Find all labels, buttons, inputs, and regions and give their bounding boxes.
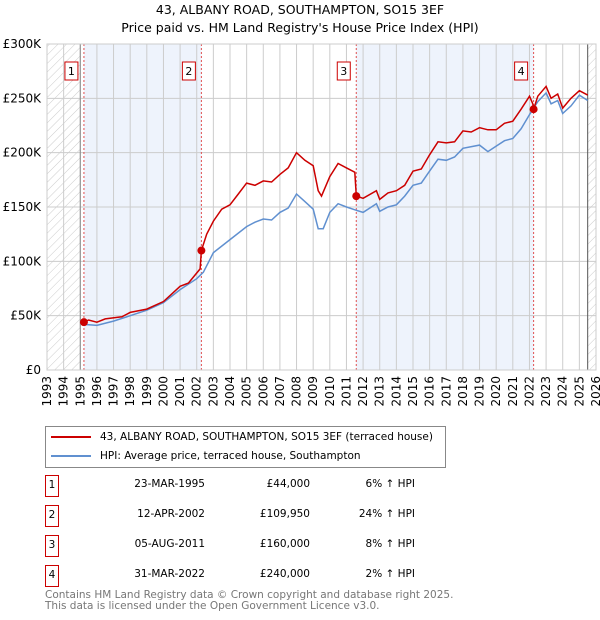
legend: 43, ALBANY ROAD, SOUTHAMPTON, SO15 3EF (… [45, 426, 446, 468]
legend-label: 43, ALBANY ROAD, SOUTHAMPTON, SO15 3EF (… [100, 431, 433, 443]
legend-swatch-red [51, 436, 91, 438]
x-tick-label: 1994 [57, 376, 71, 407]
x-tick-label: 1996 [90, 376, 104, 407]
sale-label-number: 2 [185, 65, 192, 78]
sale-label-number: 3 [340, 65, 347, 78]
sale-label-box [514, 61, 529, 81]
x-tick-label: 1999 [140, 376, 154, 407]
plot-border [46, 43, 597, 371]
x-tick-label: 2022 [522, 376, 536, 407]
x-tick-label: 2005 [240, 376, 254, 407]
x-tick-label: 1993 [40, 376, 54, 407]
x-tick-label: 2013 [373, 376, 387, 407]
x-tick-label: 2020 [489, 376, 503, 407]
x-tick-label: 2023 [539, 376, 553, 407]
x-tick-label: 2025 [572, 376, 586, 407]
x-tick-label: 2011 [339, 376, 353, 407]
x-tick-label: 1997 [107, 376, 121, 407]
table-row: 4 31-MAR-2022 £240,000 2% ↑ HPI [45, 565, 465, 587]
sale-point [529, 105, 538, 114]
sale-hpi-diff: 8% ↑ HPI [365, 538, 415, 550]
x-tick-label: 2001 [173, 376, 187, 407]
hpi-line [83, 91, 589, 327]
table-row: 3 05-AUG-2011 £160,000 8% ↑ HPI [45, 535, 465, 557]
x-tick-label: 2017 [439, 376, 453, 407]
sale-date: 31-MAR-2022 [134, 568, 205, 580]
footer-copyright: Contains HM Land Registry data © Crown c… [45, 589, 454, 601]
y-tick-label: £0 [26, 363, 41, 377]
x-tick-label: 2015 [406, 376, 420, 407]
table-row: 1 23-MAR-1995 £44,000 6% ↑ HPI [45, 475, 465, 497]
x-tick-label: 2002 [190, 376, 204, 407]
table-row: 2 12-APR-2002 £109,950 24% ↑ HPI [45, 505, 465, 527]
sale-price: £160,000 [259, 538, 310, 550]
chart-subtitle: Price paid vs. HM Land Registry's House … [121, 20, 479, 35]
sale-price: £44,000 [266, 478, 310, 490]
sale-point [197, 246, 206, 255]
sale-label-number: 1 [68, 65, 75, 78]
x-tick-label: 2026 [589, 376, 600, 407]
y-tick-label: £200K [3, 146, 43, 160]
x-tick-label: 2016 [423, 376, 437, 407]
property-price-line [83, 84, 589, 323]
y-tick-label: £100K [3, 254, 43, 268]
sale-label-box [64, 61, 79, 81]
sale-point [79, 318, 88, 327]
x-tick-label: 2003 [206, 376, 220, 407]
y-tick-label: £250K [3, 91, 43, 105]
y-tick-label: £50K [10, 309, 42, 323]
legend-item-property: 43, ALBANY ROAD, SOUTHAMPTON, SO15 3EF (… [51, 431, 433, 443]
x-tick-label: 2004 [223, 376, 237, 407]
x-tick-label: 2007 [273, 376, 287, 407]
sale-date: 05-AUG-2011 [134, 538, 205, 550]
x-tick-label: 2018 [456, 376, 470, 407]
sale-label-box [336, 61, 351, 81]
sale-marker-number: 1 [45, 475, 59, 497]
sale-label-number: 4 [518, 65, 525, 78]
sale-price: £109,950 [259, 508, 310, 520]
x-tick-label: 1995 [73, 376, 87, 407]
x-tick-label: 2021 [506, 376, 520, 407]
sale-marker-number: 3 [45, 535, 59, 557]
x-tick-label: 2024 [556, 376, 570, 407]
x-tick-label: 2000 [156, 376, 170, 407]
x-tick-label: 2009 [306, 376, 320, 407]
legend-label: HPI: Average price, terraced house, Sout… [100, 450, 361, 462]
sale-hpi-diff: 24% ↑ HPI [358, 508, 415, 520]
sale-price: £240,000 [259, 568, 310, 580]
sale-hpi-diff: 6% ↑ HPI [365, 478, 415, 490]
x-tick-label: 2008 [290, 376, 304, 407]
sale-label-box [181, 61, 196, 81]
x-tick-label: 2019 [473, 376, 487, 407]
legend-swatch-blue [51, 455, 91, 457]
sale-marker-number: 2 [45, 505, 59, 527]
sale-hpi-diff: 2% ↑ HPI [365, 568, 415, 580]
x-tick-label: 2010 [323, 376, 337, 407]
sale-marker-number: 4 [45, 565, 59, 587]
sale-point [352, 192, 361, 201]
x-tick-label: 2006 [256, 376, 270, 407]
y-tick-label: £300K [3, 37, 43, 51]
chart-title: 43, ALBANY ROAD, SOUTHAMPTON, SO15 3EF [155, 2, 445, 17]
y-tick-label: £150K [3, 200, 43, 214]
footer-licence: This data is licensed under the Open Gov… [45, 600, 380, 612]
x-tick-label: 2014 [389, 376, 403, 407]
x-tick-label: 2012 [356, 376, 370, 407]
sale-date: 23-MAR-1995 [134, 478, 205, 490]
x-tick-label: 1998 [123, 376, 137, 407]
legend-item-hpi: HPI: Average price, terraced house, Sout… [51, 450, 361, 462]
footer: Contains HM Land Registry data © Crown c… [45, 590, 453, 612]
sale-date: 12-APR-2002 [137, 508, 205, 520]
